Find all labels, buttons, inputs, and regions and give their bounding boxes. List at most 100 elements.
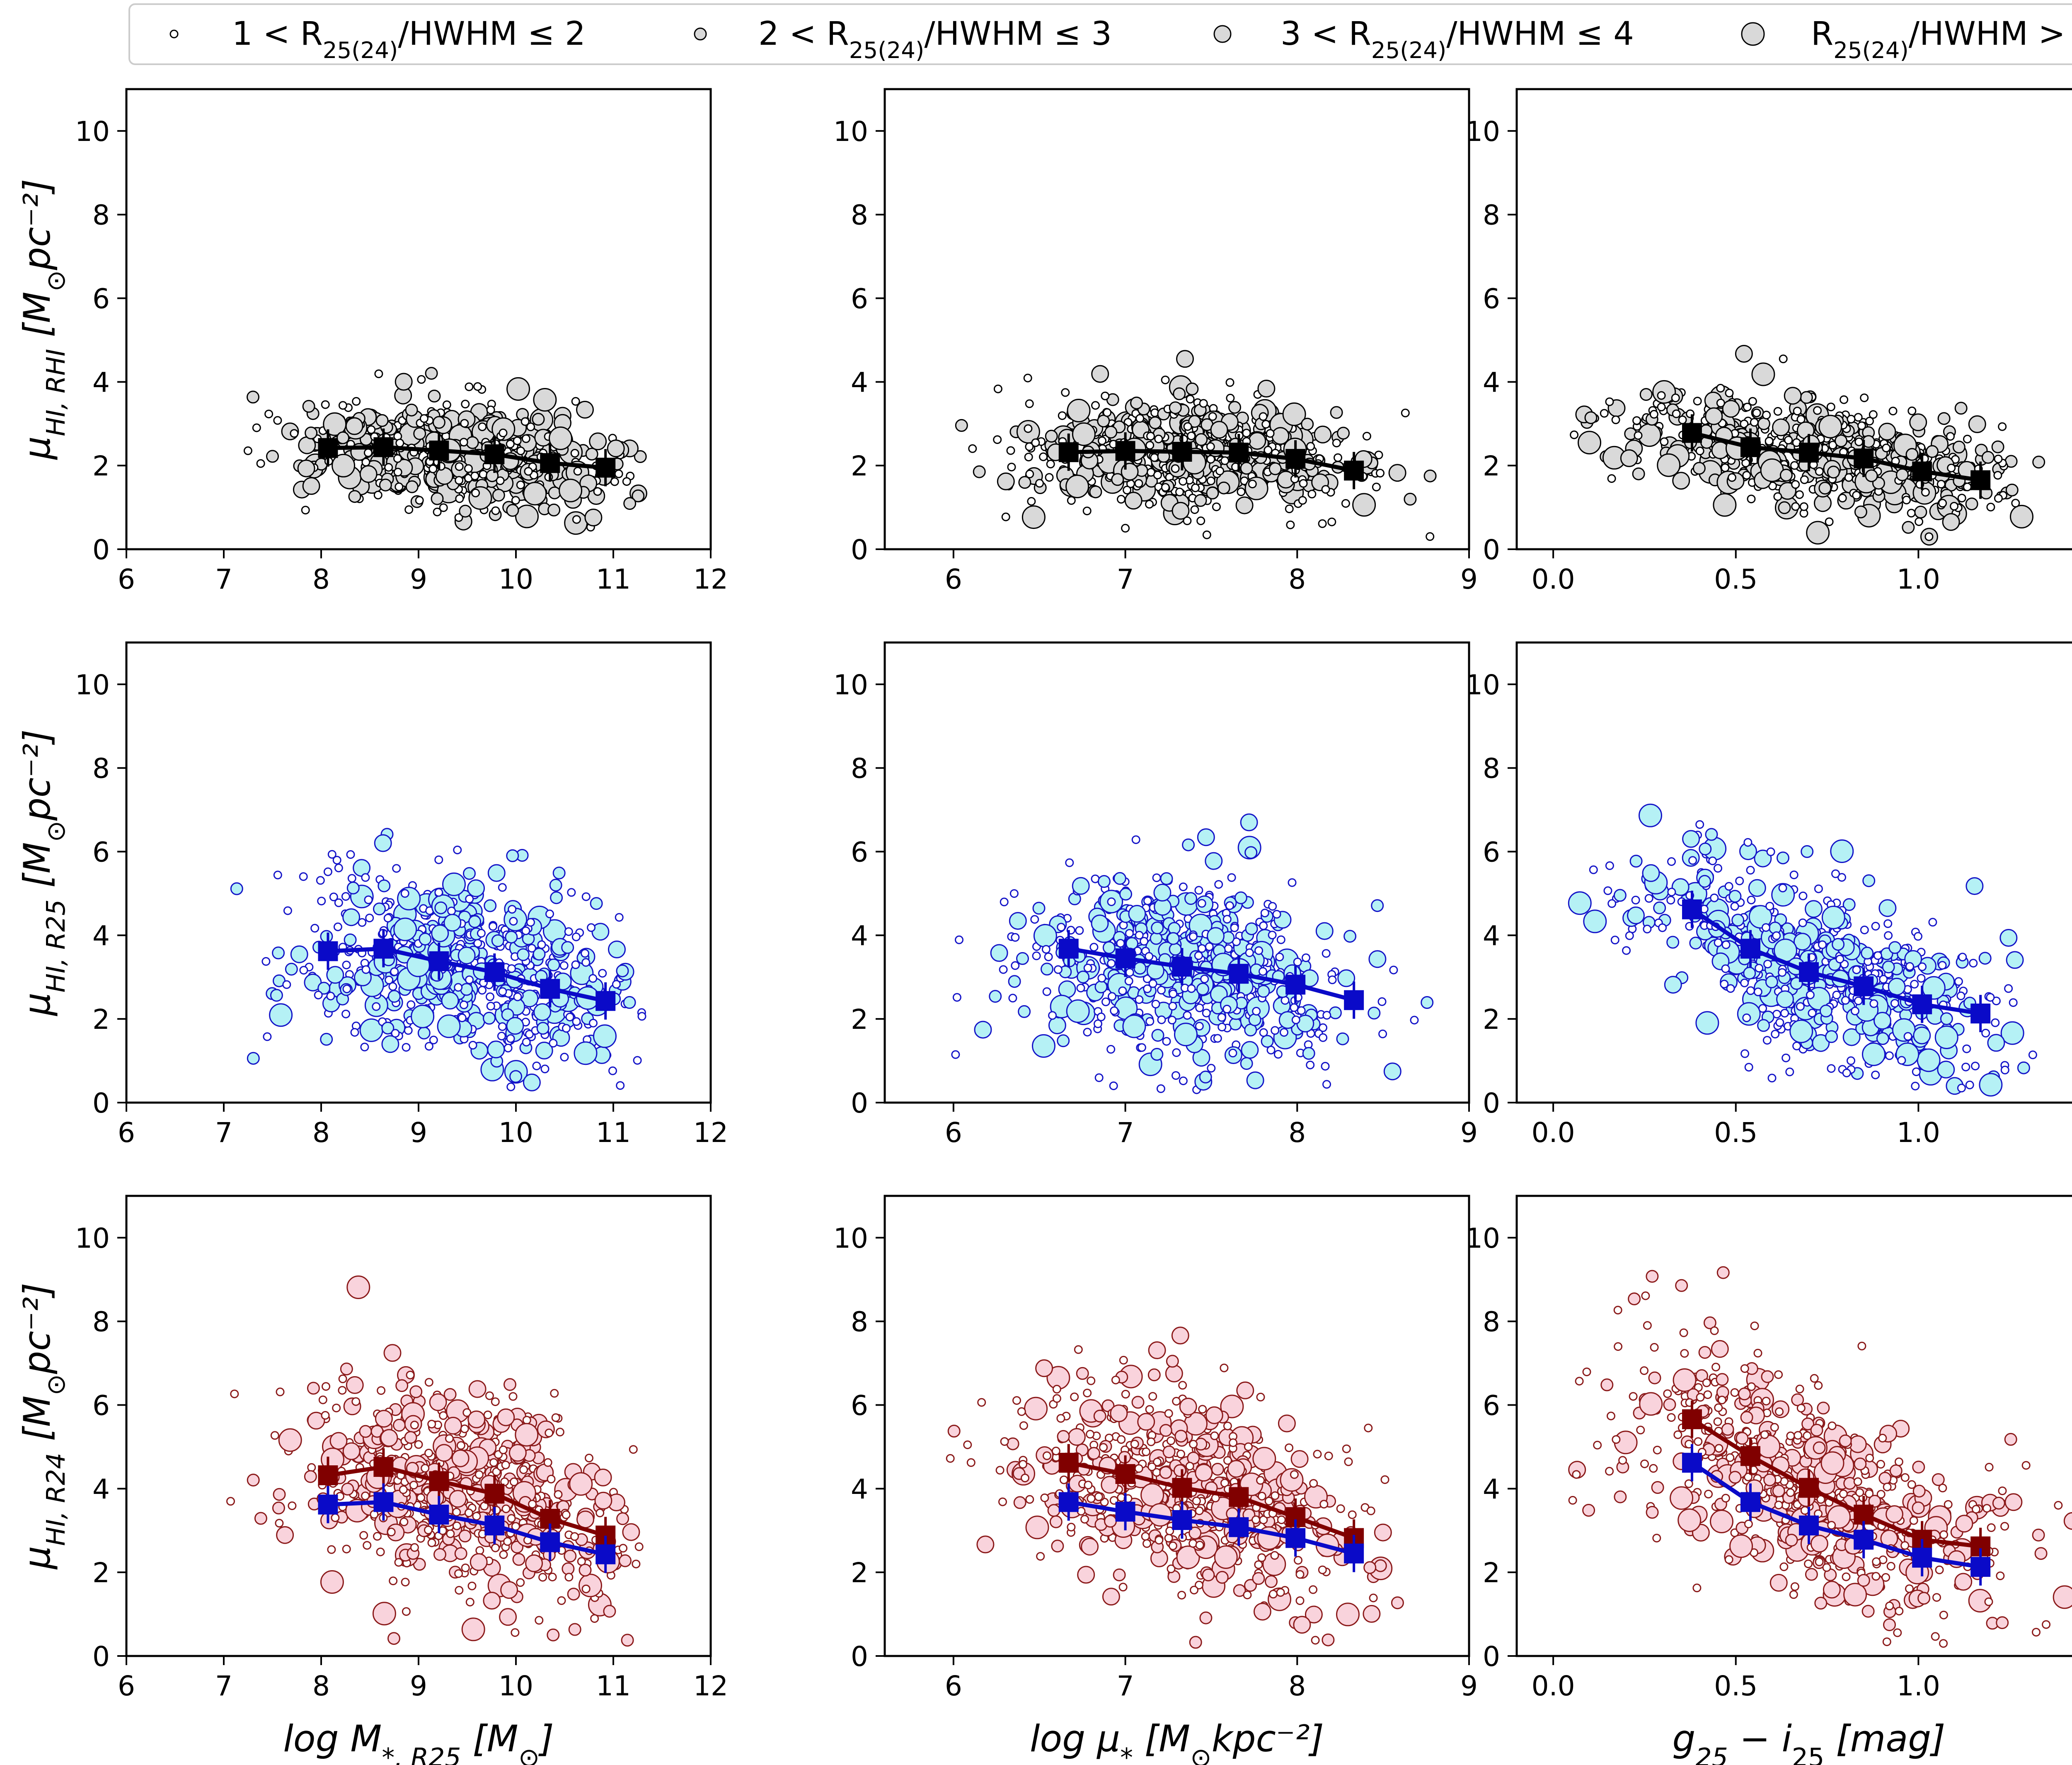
data-point	[968, 444, 977, 453]
data-point	[567, 1588, 580, 1601]
data-point	[1632, 416, 1641, 425]
y-tick-label: 6	[92, 283, 110, 315]
data-point	[571, 932, 581, 941]
data-point	[1150, 1048, 1164, 1061]
data-point	[1024, 1396, 1048, 1421]
data-point	[1245, 948, 1254, 957]
data-point	[1771, 883, 1795, 907]
data-point	[435, 1444, 453, 1462]
data-point	[1336, 1032, 1349, 1045]
x-tick-label: 0.0	[1532, 563, 1575, 595]
data-point	[1965, 877, 1984, 895]
data-point	[424, 1378, 433, 1387]
data-point	[1871, 921, 1880, 931]
legend-frame	[128, 3, 2072, 65]
data-point	[393, 917, 417, 941]
data-point	[247, 390, 259, 404]
data-point	[538, 1573, 547, 1582]
data-point	[1268, 902, 1277, 911]
data-point	[947, 1425, 961, 1438]
data-point	[1145, 499, 1154, 509]
data-point	[1757, 417, 1770, 430]
scatter-points	[951, 813, 1434, 1094]
data-point	[299, 966, 308, 975]
legend-marker	[1741, 22, 1765, 46]
data-point	[1789, 870, 1798, 880]
y-tick-label: 0	[92, 1087, 110, 1119]
data-point	[545, 909, 554, 919]
data-point	[1254, 946, 1264, 955]
data-point	[511, 1628, 520, 1637]
data-point	[1097, 1012, 1106, 1021]
y-tick-label: 0	[851, 534, 868, 566]
data-point	[272, 946, 285, 960]
data-point	[632, 1559, 641, 1569]
data-point	[1207, 1064, 1216, 1073]
data-point	[506, 1017, 524, 1035]
data-point	[1426, 532, 1435, 541]
data-point	[1748, 397, 1757, 406]
data-point	[321, 400, 330, 409]
data-point	[1222, 915, 1232, 924]
data-point	[1291, 1015, 1300, 1024]
data-point	[1937, 412, 1951, 425]
data-point	[1383, 1062, 1402, 1081]
data-point	[1218, 1023, 1227, 1032]
data-point	[1039, 452, 1048, 461]
y-tick-label: 2	[92, 450, 110, 482]
data-point	[1649, 410, 1658, 419]
data-point	[1145, 441, 1155, 450]
data-point	[1627, 906, 1645, 924]
data-point	[1285, 504, 1294, 514]
data-point	[424, 1525, 433, 1535]
data-point	[1315, 922, 1334, 940]
data-point	[633, 1056, 642, 1065]
data-point	[1072, 877, 1090, 895]
y-tick-label: 8	[92, 199, 110, 231]
data-point	[1364, 1423, 1373, 1433]
data-point	[1825, 517, 1834, 526]
data-point	[1689, 936, 1702, 950]
data-point	[1772, 418, 1790, 436]
data-point	[1991, 1018, 2000, 1027]
data-point	[442, 872, 466, 896]
data-point	[338, 1374, 347, 1383]
data-point	[1657, 402, 1666, 412]
data-point	[1963, 482, 1972, 492]
data-point	[1830, 839, 1854, 863]
data-point	[1748, 879, 1766, 897]
data-point	[1202, 1009, 1211, 1018]
data-point	[590, 1614, 599, 1623]
data-point	[570, 449, 579, 458]
data-point	[1195, 1003, 1204, 1012]
y-tick-label: 0	[1483, 1087, 1500, 1119]
data-point	[447, 907, 456, 916]
data-point	[473, 382, 482, 391]
data-point	[1905, 962, 1914, 971]
data-point	[321, 1411, 330, 1420]
data-point	[434, 855, 443, 864]
data-point	[1758, 1004, 1767, 1013]
data-point	[554, 1490, 563, 1499]
x-tick-label: 0.5	[1714, 563, 1757, 595]
data-point	[299, 872, 308, 881]
data-point	[1874, 951, 1882, 960]
data-point	[1629, 855, 1643, 868]
data-point	[393, 1418, 406, 1432]
data-point	[973, 465, 986, 478]
data-point	[1169, 989, 1178, 999]
data-point	[478, 986, 487, 995]
data-point	[535, 1616, 544, 1625]
data-point	[1678, 415, 1687, 424]
data-point	[390, 967, 399, 976]
data-point	[1818, 415, 1842, 439]
data-point	[460, 983, 473, 996]
data-point	[1070, 1392, 1079, 1401]
data-point	[1167, 1016, 1176, 1025]
data-point	[564, 1549, 577, 1563]
data-point	[995, 1466, 1005, 1475]
data-point	[1862, 874, 1876, 887]
data-point	[548, 486, 561, 499]
median-marker	[540, 1532, 560, 1552]
